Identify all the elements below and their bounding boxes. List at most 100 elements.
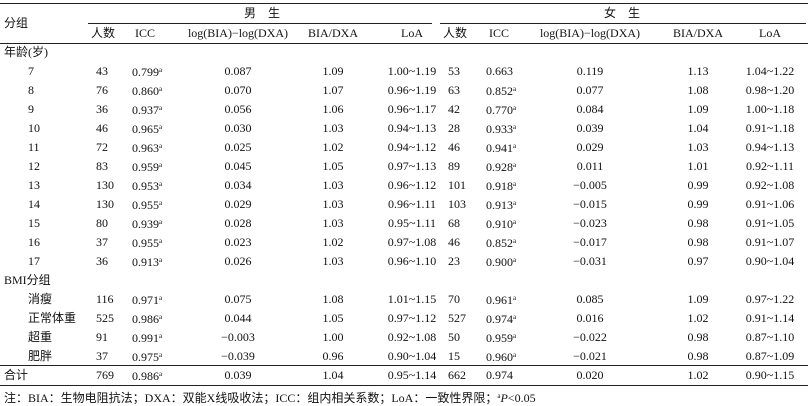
cell: −0.017: [573, 235, 607, 249]
icc-value: 0.939: [132, 217, 159, 231]
cell: 68: [448, 216, 460, 230]
cell: 0.92~1.11: [745, 159, 795, 173]
cell: 116: [96, 292, 114, 306]
cell: 0.94~1.13: [745, 140, 795, 154]
cell: 0.94~1.12: [387, 140, 437, 154]
cell: 0.96: [322, 349, 344, 363]
cell: 1.02: [322, 140, 344, 154]
cell: 1.00~1.19: [387, 64, 437, 78]
cell: 0.085: [576, 292, 604, 306]
cell: 1.00: [322, 330, 344, 344]
cell: 0.99: [687, 197, 709, 211]
column-header: LoA: [759, 26, 781, 40]
significance-mark: a: [513, 218, 517, 226]
cell: 1.03: [322, 216, 344, 230]
cell: 36: [96, 102, 108, 116]
significance-mark: a: [159, 142, 163, 150]
significance-mark: a: [159, 199, 163, 207]
cell: 130: [96, 178, 114, 192]
cell: 0.92~1.08: [387, 330, 437, 344]
cell: 1.03: [322, 197, 344, 211]
icc-value: 0.913: [132, 255, 159, 269]
column-header: 人数: [442, 26, 468, 40]
icc-value: 0.928: [486, 160, 513, 174]
significance-mark: a: [159, 104, 163, 112]
significance-mark: a: [159, 294, 163, 302]
row-label: 13: [28, 178, 40, 192]
cell: 46: [96, 121, 108, 135]
significance-mark: a: [159, 66, 163, 74]
icc-value: 0.971: [132, 293, 159, 307]
row-label: 合计: [4, 368, 29, 382]
row-label: 正常体重: [28, 311, 77, 325]
cell: 0.039: [224, 368, 252, 382]
cell: 103: [448, 197, 466, 211]
rule: [0, 3, 808, 4]
cell: 1.07: [322, 83, 344, 97]
cell: 1.09: [687, 102, 709, 116]
icc-cell: 0.939a: [132, 214, 162, 232]
icc-cell: 0.986a: [132, 366, 162, 384]
cell: 0.045: [224, 159, 252, 173]
column-header: log(BIA)−log(DXA): [539, 26, 641, 40]
note-sup: a: [497, 392, 501, 400]
cell: 72: [96, 140, 108, 154]
cell: 1.02: [687, 368, 709, 382]
cell: 28: [448, 121, 460, 135]
row-label: 8: [28, 83, 34, 97]
icc-value: 0.913: [486, 198, 513, 212]
cell: 1.03: [322, 254, 344, 268]
significance-mark: a: [513, 123, 517, 131]
icc-cell: 0.913a: [486, 195, 516, 213]
row-label: 肥胖: [28, 349, 53, 363]
cell: 0.92~1.08: [745, 178, 795, 192]
cell: 0.99: [687, 178, 709, 192]
cell: 15: [448, 349, 460, 363]
note-tail: <0.05: [507, 391, 536, 405]
cell: −0.021: [573, 349, 607, 363]
column-header: ICC: [488, 26, 510, 40]
icc-value: 0.918: [486, 179, 513, 193]
row-label: 12: [28, 159, 40, 173]
icc-cell: 0.933a: [486, 119, 516, 137]
cell: 76: [96, 83, 108, 97]
cell: −0.015: [573, 197, 607, 211]
icc-cell: 0.663: [486, 63, 513, 79]
cell: 0.90~1.04: [387, 349, 437, 363]
icc-cell: 0.799a: [132, 62, 162, 80]
note: 注：BIA：生物电阻抗法；DXA：双能X线吸收法；ICC：组内相关系数；LoA：…: [4, 388, 536, 406]
cell: 50: [448, 330, 460, 344]
cell: 0.91~1.14: [745, 311, 795, 325]
cell: 0.98: [687, 216, 709, 230]
cell: 0.023: [224, 235, 252, 249]
significance-mark: a: [513, 294, 517, 302]
significance-mark: a: [513, 180, 517, 188]
cell: 0.97~1.08: [387, 235, 437, 249]
icc-cell: 0.960a: [486, 347, 516, 365]
cell: 0.96~1.19: [387, 83, 437, 97]
icc-cell: 0.852a: [486, 233, 516, 251]
cell: 1.05: [322, 159, 344, 173]
icc-cell: 0.959a: [132, 157, 162, 175]
cell: 0.029: [576, 140, 604, 154]
cell: 42: [448, 102, 460, 116]
cell: −0.023: [573, 216, 607, 230]
rule: [0, 365, 808, 366]
cell: 0.044: [224, 311, 252, 325]
cell: 0.077: [576, 83, 604, 97]
cell: 89: [448, 159, 460, 173]
icc-cell: 0.975a: [132, 347, 162, 365]
icc-value: 0.860: [132, 84, 159, 98]
significance-mark: a: [513, 104, 517, 112]
row-label: 年龄(岁): [4, 45, 48, 59]
icc-value: 0.900: [486, 255, 513, 269]
icc-value: 0.953: [132, 179, 159, 193]
cell: 46: [448, 140, 460, 154]
column-header: BIA/DXA: [673, 26, 723, 40]
cell: 0.97~1.22: [745, 292, 795, 306]
icc-value: 0.986: [132, 369, 159, 383]
cell: 662: [448, 368, 466, 382]
icc-value: 0.852: [486, 236, 513, 250]
cell: 101: [448, 178, 466, 192]
icc-value: 0.955: [132, 198, 159, 212]
